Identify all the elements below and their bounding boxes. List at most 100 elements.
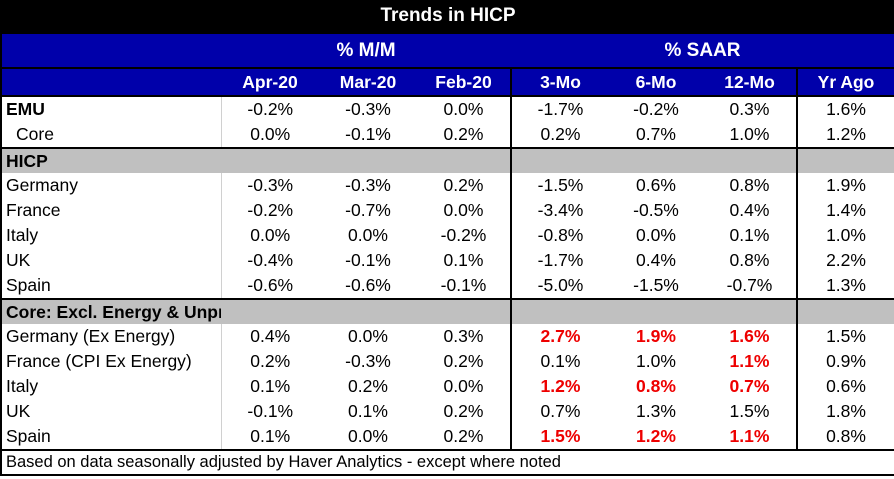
table-cell: 1.5% (795, 324, 894, 349)
table-cell: 0.0% (636, 225, 676, 245)
table-row: Germany -0.3% -0.3% 0.2% -1.5% 0.6% 0.8% 1.9% (0, 173, 894, 198)
section-blank-cell (417, 298, 511, 324)
table-cell: 1.6% (729, 326, 770, 346)
table-cell: 1.4% (795, 198, 894, 223)
table-cell: 1.0% (729, 124, 770, 144)
table-cell: 0.0% (443, 376, 484, 396)
table-cell: -0.7% (726, 275, 773, 295)
section-label: Core: Excl. Energy & Unprocessed Food (0, 298, 221, 324)
table-cell: -0.4% (220, 248, 319, 273)
column-header: Feb-20 (417, 67, 511, 97)
row-label: Germany (0, 173, 221, 198)
table-row: France (CPI Ex Energy) 0.2% -0.3% 0.2% 0.1% 1… (0, 349, 894, 374)
table-row: Italy 0.0% 0.0% -0.2% -0.8% 0.0% 0.1% 1.0% (0, 223, 894, 248)
table-cell: -0.3% (220, 173, 319, 198)
table-cell: 2.2% (795, 248, 894, 273)
table-cell: 0.1% (348, 401, 388, 421)
section-header-row: HICP (0, 147, 894, 173)
table-cell: 0.2% (510, 122, 609, 148)
section-blank-cell (417, 147, 511, 173)
column-header: 3-Mo (510, 67, 609, 97)
table-cell: 0.1% (510, 349, 609, 374)
table-cell: 1.1% (729, 351, 770, 371)
table-cell: 1.5% (729, 401, 770, 421)
table-cell: 0.2% (443, 401, 484, 421)
table-cell: 0.3% (443, 326, 484, 346)
table-cell: 0.2% (443, 351, 484, 371)
table-cell: 2.7% (510, 324, 609, 349)
table-cell: 0.1% (220, 374, 319, 399)
group-header-mm: % M/M (221, 33, 511, 68)
table-row: Core 0.0% -0.1% 0.2% 0.2% 0.7% 1.0% 1.2% (0, 122, 894, 148)
group-header-blank (0, 33, 221, 68)
table-cell: 0.8% (729, 250, 770, 270)
section-blank-cell (609, 298, 703, 324)
row-label: Core (0, 122, 221, 148)
footnote-row: Based on data seasonally adjusted by Hav… (0, 449, 894, 476)
column-header: 6-Mo (609, 67, 703, 97)
table-cell: -1.7% (510, 96, 609, 122)
table-cell: 0.8% (636, 376, 676, 396)
table-cell: 0.8% (795, 424, 894, 450)
section-header-row: Core: Excl. Energy & Unprocessed Food (0, 298, 894, 324)
table-cell: 1.2% (510, 374, 609, 399)
table-cell: -0.3% (345, 175, 391, 195)
table-cell: 0.4% (636, 250, 676, 270)
table-cell: 1.9% (795, 173, 894, 198)
table-cell: 0.0% (220, 223, 319, 248)
table-cell: 0.2% (443, 175, 484, 195)
table-cell: 0.1% (443, 250, 484, 270)
table-cell: -0.2% (440, 225, 487, 245)
table-cell: -0.2% (633, 99, 679, 119)
table-cell: -0.3% (345, 351, 391, 371)
section-blank-cell (703, 147, 797, 173)
table-cell: 0.2% (220, 349, 319, 374)
table-cell: 0.7% (729, 376, 770, 396)
table-row: EMU -0.2% -0.3% 0.0% -1.7% -0.2% 0.3% 1.6% (0, 96, 894, 122)
table-cell: 1.0% (636, 351, 676, 371)
column-header: 12-Mo (703, 67, 797, 97)
table-cell: 0.4% (729, 200, 770, 220)
section-blank-cell (795, 298, 894, 324)
table-cell: -0.6% (220, 273, 319, 299)
table-cell: -1.5% (633, 275, 679, 295)
table-cell: 0.0% (443, 200, 484, 220)
row-label: UK (0, 399, 221, 424)
table-cell: -0.6% (345, 275, 391, 295)
row-label: Germany (Ex Energy) (0, 324, 221, 349)
table-cell: -0.2% (220, 96, 319, 122)
group-header-saar: % SAAR (511, 33, 894, 68)
table-cell: 0.7% (636, 124, 676, 144)
table-cell: 1.1% (729, 426, 770, 446)
table-cell: 0.9% (795, 349, 894, 374)
table-row: Italy 0.1% 0.2% 0.0% 1.2% 0.8% 0.7% 0.6% (0, 374, 894, 399)
section-blank-cell (609, 147, 703, 173)
row-label: France (CPI Ex Energy) (0, 349, 221, 374)
table-cell: 1.2% (795, 122, 894, 148)
table-cell: 0.2% (443, 426, 484, 446)
table-cell: 1.3% (795, 273, 894, 299)
table-cell: 1.8% (795, 399, 894, 424)
table-cell: 0.0% (348, 225, 388, 245)
section-label: HICP (0, 147, 221, 173)
table-cell: -0.1% (220, 399, 319, 424)
table-cell: -0.1% (440, 275, 487, 295)
section-blank-cell (221, 298, 319, 324)
table-cell: 0.2% (348, 376, 388, 396)
column-header-blank (0, 67, 221, 97)
section-blank-cell (795, 147, 894, 173)
table-cell: -0.1% (345, 250, 391, 270)
table-cell: 0.4% (220, 324, 319, 349)
table-cell: -0.5% (633, 200, 679, 220)
table-cell: 1.5% (510, 424, 609, 450)
table-cell: 1.3% (636, 401, 676, 421)
table-cell: -1.5% (510, 173, 609, 198)
table-cell: 0.2% (443, 124, 484, 144)
table-cell: 0.6% (795, 374, 894, 399)
table-cell: 1.2% (636, 426, 676, 446)
row-label: Italy (0, 374, 221, 399)
table-cell: -0.8% (510, 223, 609, 248)
row-label: Spain (0, 273, 221, 299)
table-cell: -5.0% (510, 273, 609, 299)
